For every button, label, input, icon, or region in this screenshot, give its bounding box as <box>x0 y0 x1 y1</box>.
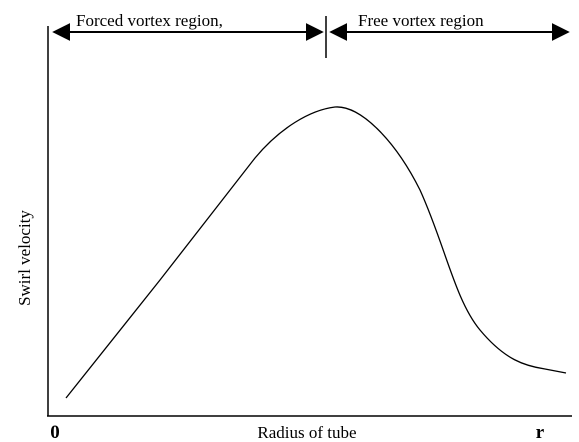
x-end-label: r <box>536 422 545 442</box>
forced-label: Forced vortex region, <box>76 11 223 30</box>
y-axis-label: Swirl velocity <box>15 210 34 306</box>
x-axis-label: Radius of tube <box>257 423 356 442</box>
velocity-curve <box>65 106 567 399</box>
free-label: Free vortex region <box>358 11 484 30</box>
origin-label: 0 <box>50 422 60 442</box>
